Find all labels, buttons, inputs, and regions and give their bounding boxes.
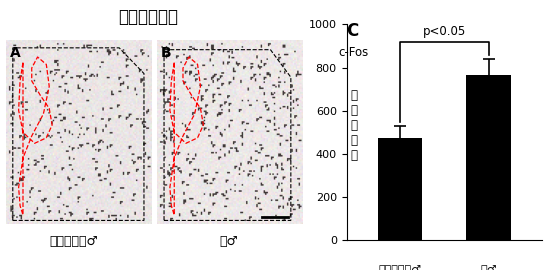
Text: c-Fos: c-Fos [338,46,368,59]
Text: p<0.05: p<0.05 [422,25,466,38]
Text: 交尾未経験♂: 交尾未経験♂ [50,235,98,248]
Text: B: B [161,46,172,60]
Text: 父♂: 父♂ [219,235,238,248]
Text: A: A [10,46,20,60]
Text: 父♂: 父♂ [480,265,497,270]
Text: C: C [346,22,359,40]
Text: 交尾未経験♂: 交尾未経験♂ [378,265,421,270]
Text: 陽
性
細
胞
数: 陽 性 細 胞 数 [350,89,357,162]
Bar [377,138,422,240]
Bar [466,75,511,240]
Text: 内側視索前野: 内側視索前野 [118,8,179,26]
